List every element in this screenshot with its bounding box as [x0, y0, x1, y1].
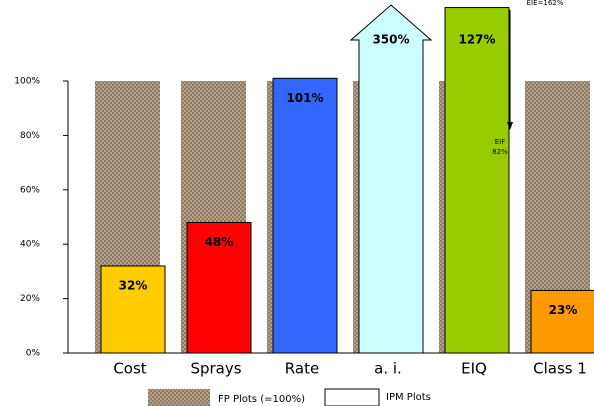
x-tick-label: EIQ: [461, 360, 487, 378]
legend-swatch: [324, 388, 380, 406]
legend-label: FP Plots (=100%): [218, 394, 305, 405]
ipm-bar: [444, 7, 510, 354]
x-tick-label: Sprays: [190, 360, 241, 378]
legend-label: IPM Plots: [386, 392, 431, 403]
ipm-arrow: [349, 4, 433, 354]
ipm-bar: [100, 265, 166, 354]
ipm-bar: [530, 289, 594, 354]
x-tick-label: Rate: [285, 360, 319, 378]
value-label: 101%: [286, 91, 323, 105]
value-label: 23%: [549, 303, 578, 317]
value-label: 127%: [458, 33, 495, 47]
x-tick-label: Class 1: [533, 360, 587, 378]
legend-swatch: [148, 389, 210, 406]
y-tick-label: 20%: [20, 294, 40, 304]
x-tick-label: a. i.: [374, 360, 402, 378]
y-tick-label: 40%: [20, 240, 40, 250]
annotation: 82%: [492, 148, 508, 156]
annotation-arrowhead: [507, 122, 513, 130]
ipm-bar: [272, 77, 338, 354]
x-tick-label: Cost: [113, 360, 146, 378]
annotation: EIF: [495, 138, 506, 146]
annotation: EIE=162%: [527, 0, 564, 7]
value-label: 48%: [205, 235, 234, 249]
value-label: 350%: [372, 33, 409, 47]
y-tick-label: 60%: [20, 185, 40, 195]
y-tick-label: 100%: [14, 77, 40, 87]
y-tick-label: 0%: [26, 349, 41, 359]
value-label: 32%: [119, 278, 148, 292]
y-tick-label: 80%: [20, 131, 40, 141]
